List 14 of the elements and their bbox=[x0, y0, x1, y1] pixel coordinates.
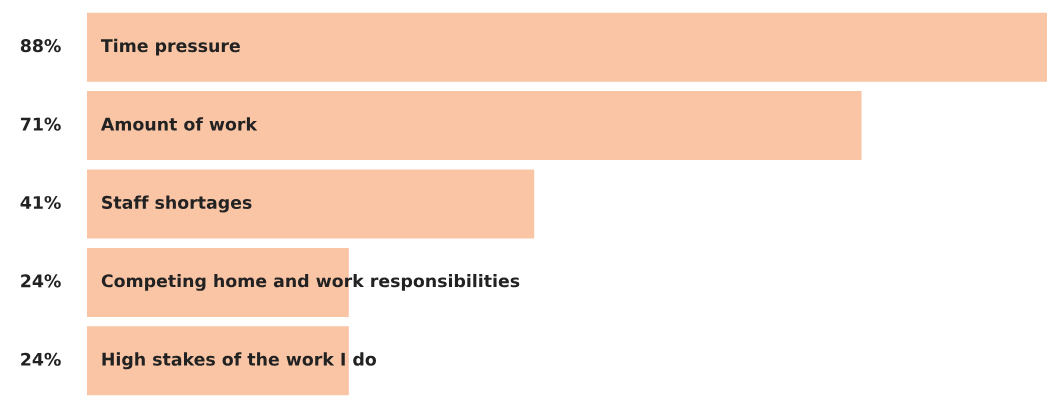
data-label: 88% bbox=[20, 39, 61, 53]
data-label: 41% bbox=[20, 195, 61, 210]
data-label: 71% bbox=[20, 117, 61, 131]
y-tick-label: Amount of work bbox=[100, 117, 258, 131]
data-label: 24% bbox=[21, 352, 61, 366]
bar bbox=[87, 326, 349, 396]
bar bbox=[87, 12, 1047, 82]
y-tick-label: Time pressure bbox=[100, 38, 240, 56]
bar bbox=[87, 169, 535, 239]
bar bbox=[87, 91, 862, 161]
data-label: 24% bbox=[21, 274, 61, 288]
y-tick-label: Staff shortages bbox=[102, 195, 252, 213]
y-tick-label: Competing home and work responsibilities bbox=[101, 273, 520, 291]
y-tick-label: High stakes of the work I do bbox=[102, 352, 377, 370]
